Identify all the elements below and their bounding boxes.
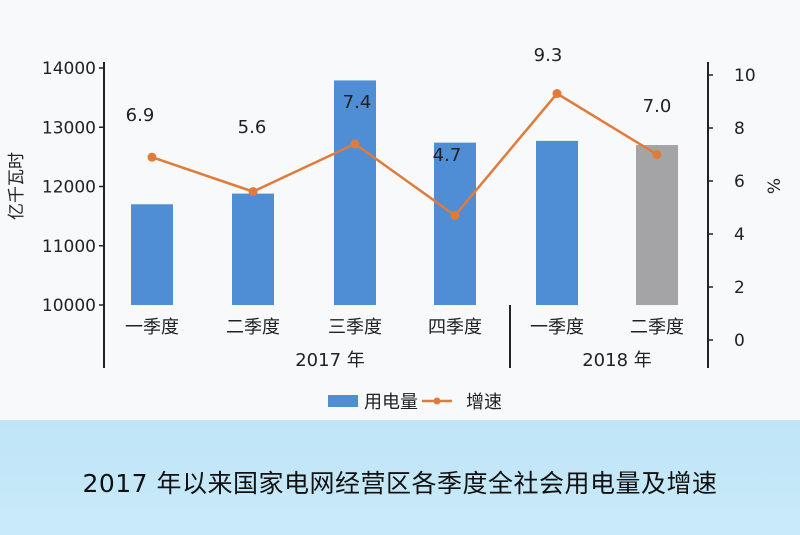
bar-5: [536, 140, 578, 305]
bar-2: [232, 193, 274, 305]
growth-data-label: 5.6: [238, 117, 267, 138]
chart-panel: 10000 11000 12000 13000 14000 0 2 4 6 8 10 亿千瓦时% 6.9…: [7, 45, 785, 413]
growth-point-1: [147, 152, 157, 162]
left-tick-label: 12000: [42, 178, 96, 198]
category-label: 一季度: [125, 317, 179, 338]
legend-line-marker: [433, 397, 441, 405]
bar-4: [434, 142, 476, 305]
left-tick-label: 13000: [42, 118, 96, 138]
chart-caption: 2017 年以来国家电网经营区各季度全社会用电量及增速: [82, 469, 718, 498]
legend-line-label: 增速: [466, 392, 502, 413]
growth-point-2: [248, 187, 258, 197]
right-axis-title: %: [765, 178, 785, 194]
left-tick-label: 10000: [42, 296, 96, 316]
bar-6: [636, 145, 678, 305]
right-tick-label: 2: [734, 278, 745, 298]
caption-band: [0, 420, 800, 535]
growth-point-6: [652, 150, 662, 159]
bar-3: [334, 80, 376, 305]
category-label: 三季度: [328, 317, 382, 338]
growth-point-4: [450, 210, 460, 220]
legend-bar-swatch: [328, 395, 358, 407]
bar-1: [131, 204, 173, 305]
chart: 10000 11000 12000 13000 14000 0 2 4 6 8 10 亿千瓦时 % 6.9…: [7, 45, 785, 413]
growth-data-label: 6.9: [126, 105, 155, 126]
right-tick-label: 6: [734, 172, 745, 192]
growth-point-5: [552, 89, 562, 99]
category-label: 二季度: [226, 317, 280, 338]
category-label: 一季度: [530, 317, 584, 338]
growth-data-label: 9.3: [534, 45, 563, 66]
category-label: 四季度: [428, 317, 482, 338]
growth-data-label: 7.0: [643, 96, 672, 117]
year-group-label: 2018 年: [582, 350, 652, 371]
left-tick-label: 14000: [42, 59, 96, 79]
left-axis-title: 亿千瓦时: [7, 152, 27, 220]
right-tick-label: 10: [734, 66, 756, 86]
growth-data-label: 4.7: [433, 145, 462, 166]
growth-point-3: [350, 139, 360, 149]
growth-data-label: 7.4: [343, 92, 372, 113]
legend-bar-label: 用电量: [364, 392, 418, 413]
left-tick-label: 11000: [42, 237, 96, 257]
year-group-label: 2017 年: [295, 350, 365, 371]
right-tick-label: 4: [734, 225, 745, 245]
category-label: 二季度: [630, 317, 684, 338]
right-tick-label: 8: [734, 119, 745, 139]
growth-line: [151, 91, 658, 218]
right-tick-label: 0: [734, 331, 745, 351]
